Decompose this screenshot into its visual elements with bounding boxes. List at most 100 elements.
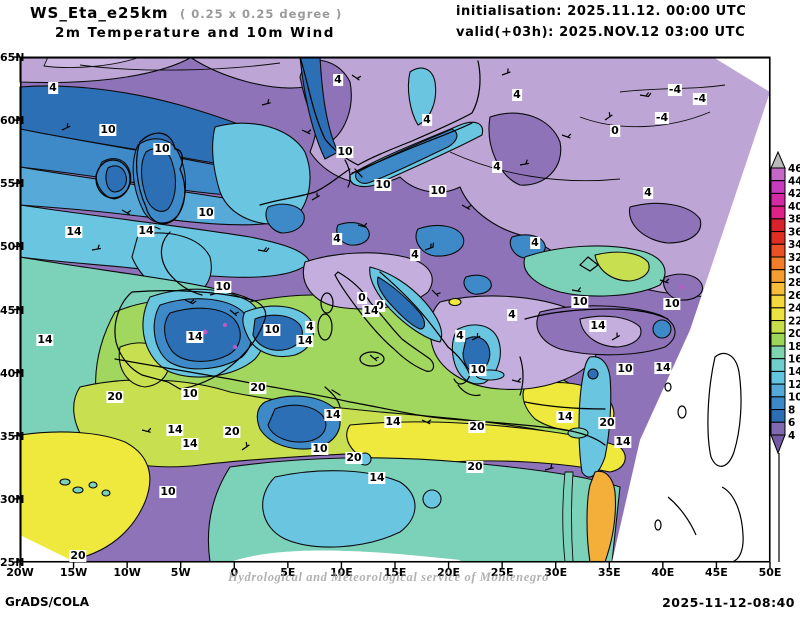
map-canvas — [14, 56, 780, 568]
contour-label: 20 — [598, 416, 616, 429]
out-of-domain-coastlines — [654, 352, 744, 563]
svg-text:8: 8 — [788, 404, 795, 416]
contour-label: 14 — [589, 319, 607, 332]
svg-text:46: 46 — [788, 163, 800, 175]
svg-text:12: 12 — [788, 379, 800, 391]
contour-label: 14 — [181, 437, 199, 450]
lon-tick-label: 20W — [6, 566, 34, 579]
contour-label: 20 — [345, 451, 363, 464]
contour-label: 10 — [336, 145, 354, 158]
contour-label: 20 — [249, 381, 267, 394]
svg-text:26: 26 — [788, 290, 800, 302]
contour-label: 4 — [332, 232, 342, 245]
lon-tick-label: 50E — [758, 566, 782, 579]
contour-label: 0 — [610, 124, 620, 137]
lon-tick-label: 10W — [113, 566, 141, 579]
contour-label: 0 — [357, 291, 367, 304]
svg-text:38: 38 — [788, 214, 800, 226]
contour-label: 4 — [410, 248, 420, 261]
contour-label: 10 — [571, 295, 589, 308]
contour-label: 14 — [137, 224, 155, 237]
contour-label: 10 — [263, 323, 281, 336]
init-time: initialisation: 2025.11.12. 00:00 UTC — [456, 4, 747, 19]
contour-label: 14 — [166, 423, 184, 436]
lon-tick-label: 40E — [651, 566, 675, 579]
contour-label: 4 — [492, 160, 502, 173]
lon-tick-label: 5E — [280, 566, 296, 579]
svg-text:4: 4 — [788, 430, 795, 442]
contour-label: 20 — [466, 460, 484, 473]
contour-label: 14 — [324, 408, 342, 421]
contour-label: 10 — [374, 178, 392, 191]
contour-label: 14 — [368, 471, 386, 484]
lat-tick-label: 45N — [0, 303, 25, 317]
watermark: Hydrological and Meteorological service … — [228, 570, 550, 584]
lon-tick-label: 45E — [705, 566, 728, 579]
temperature-colorbar: 46 44 42 40 38 36 34 32 30 28 26 24 22 20 18 16 14 12 10 8 6… — [765, 138, 800, 578]
svg-text:36: 36 — [788, 226, 800, 238]
contour-label: 20 — [468, 420, 486, 433]
contour-label: 4 — [333, 73, 343, 86]
svg-text:32: 32 — [788, 252, 800, 264]
lat-tick-label: 30N — [0, 492, 25, 506]
contour-label: 4 — [48, 81, 58, 94]
wind-barbs — [61, 68, 670, 471]
lat-tick-label: 40N — [0, 366, 25, 380]
contour-label: 10 — [469, 363, 487, 376]
valid-time: valid(+03h): 2025.NOV.12 03:00 UTC — [456, 25, 746, 40]
contour-label: 10 — [616, 362, 634, 375]
lon-tick-label: 35E — [597, 566, 621, 579]
lon-tick-label: 30E — [544, 566, 568, 579]
contour-label: 10 — [311, 442, 329, 455]
contour-label: 14 — [65, 225, 83, 238]
contour-label: 14 — [362, 304, 380, 317]
lon-tick-label: 25E — [490, 566, 514, 579]
contour-label: 4 — [455, 329, 465, 342]
svg-text:44: 44 — [788, 176, 800, 188]
temperature-fill-contours — [19, 56, 771, 563]
contour-label: 14 — [556, 410, 574, 423]
contour-label: 10 — [214, 280, 232, 293]
lon-tick-label: 15E — [383, 566, 407, 579]
svg-text:10: 10 — [788, 392, 800, 404]
contour-label: 14 — [654, 361, 672, 374]
lat-tick-label: 50N — [0, 240, 25, 254]
lon-tick-label: 5W — [170, 566, 191, 579]
lon-tick-label: 20E — [437, 566, 460, 579]
svg-text:28: 28 — [788, 277, 800, 289]
contour-label: 14 — [36, 333, 54, 346]
contour-label: 4 — [507, 308, 517, 321]
lon-tick-label: 15W — [59, 566, 88, 579]
svg-text:20: 20 — [788, 328, 800, 340]
contour-label: 4 — [512, 88, 522, 101]
creation-timestamp: 2025-11-12-08:40 — [662, 595, 795, 610]
contour-label: 4 — [422, 113, 432, 126]
svg-text:14: 14 — [788, 366, 800, 378]
contour-label: 20 — [69, 549, 87, 562]
map-frame — [14, 56, 780, 568]
grid-resolution: ( 0.25 x 0.25 degree ) — [180, 7, 343, 21]
contour-label: 4 — [530, 236, 540, 249]
svg-text:24: 24 — [788, 303, 800, 315]
svg-text:34: 34 — [788, 239, 800, 251]
contour-label: 14 — [186, 330, 204, 343]
svg-text:16: 16 — [788, 354, 800, 366]
svg-text:22: 22 — [788, 315, 800, 327]
contour-label: 0 — [375, 299, 385, 312]
contour-label: -4 — [654, 111, 670, 124]
contour-label: 4 — [305, 320, 315, 333]
contour-label: 10 — [159, 485, 177, 498]
svg-text:40: 40 — [788, 201, 800, 213]
svg-text:30: 30 — [788, 265, 800, 277]
lat-tick-label: 60N — [0, 114, 25, 128]
contour-label: -4 — [667, 83, 683, 96]
lat-tick-label: 65N — [0, 51, 25, 64]
field-subtitle: 2m Temperature and 10m Wind — [55, 25, 335, 41]
contour-label: -4 — [692, 92, 708, 105]
model-title: WS_Eta_e25km — [30, 4, 169, 22]
contour-label: 10 — [99, 123, 117, 136]
contour-label: 14 — [614, 435, 632, 448]
contour-label: 14 — [296, 334, 314, 347]
lon-tick-label: 10E — [330, 566, 353, 579]
